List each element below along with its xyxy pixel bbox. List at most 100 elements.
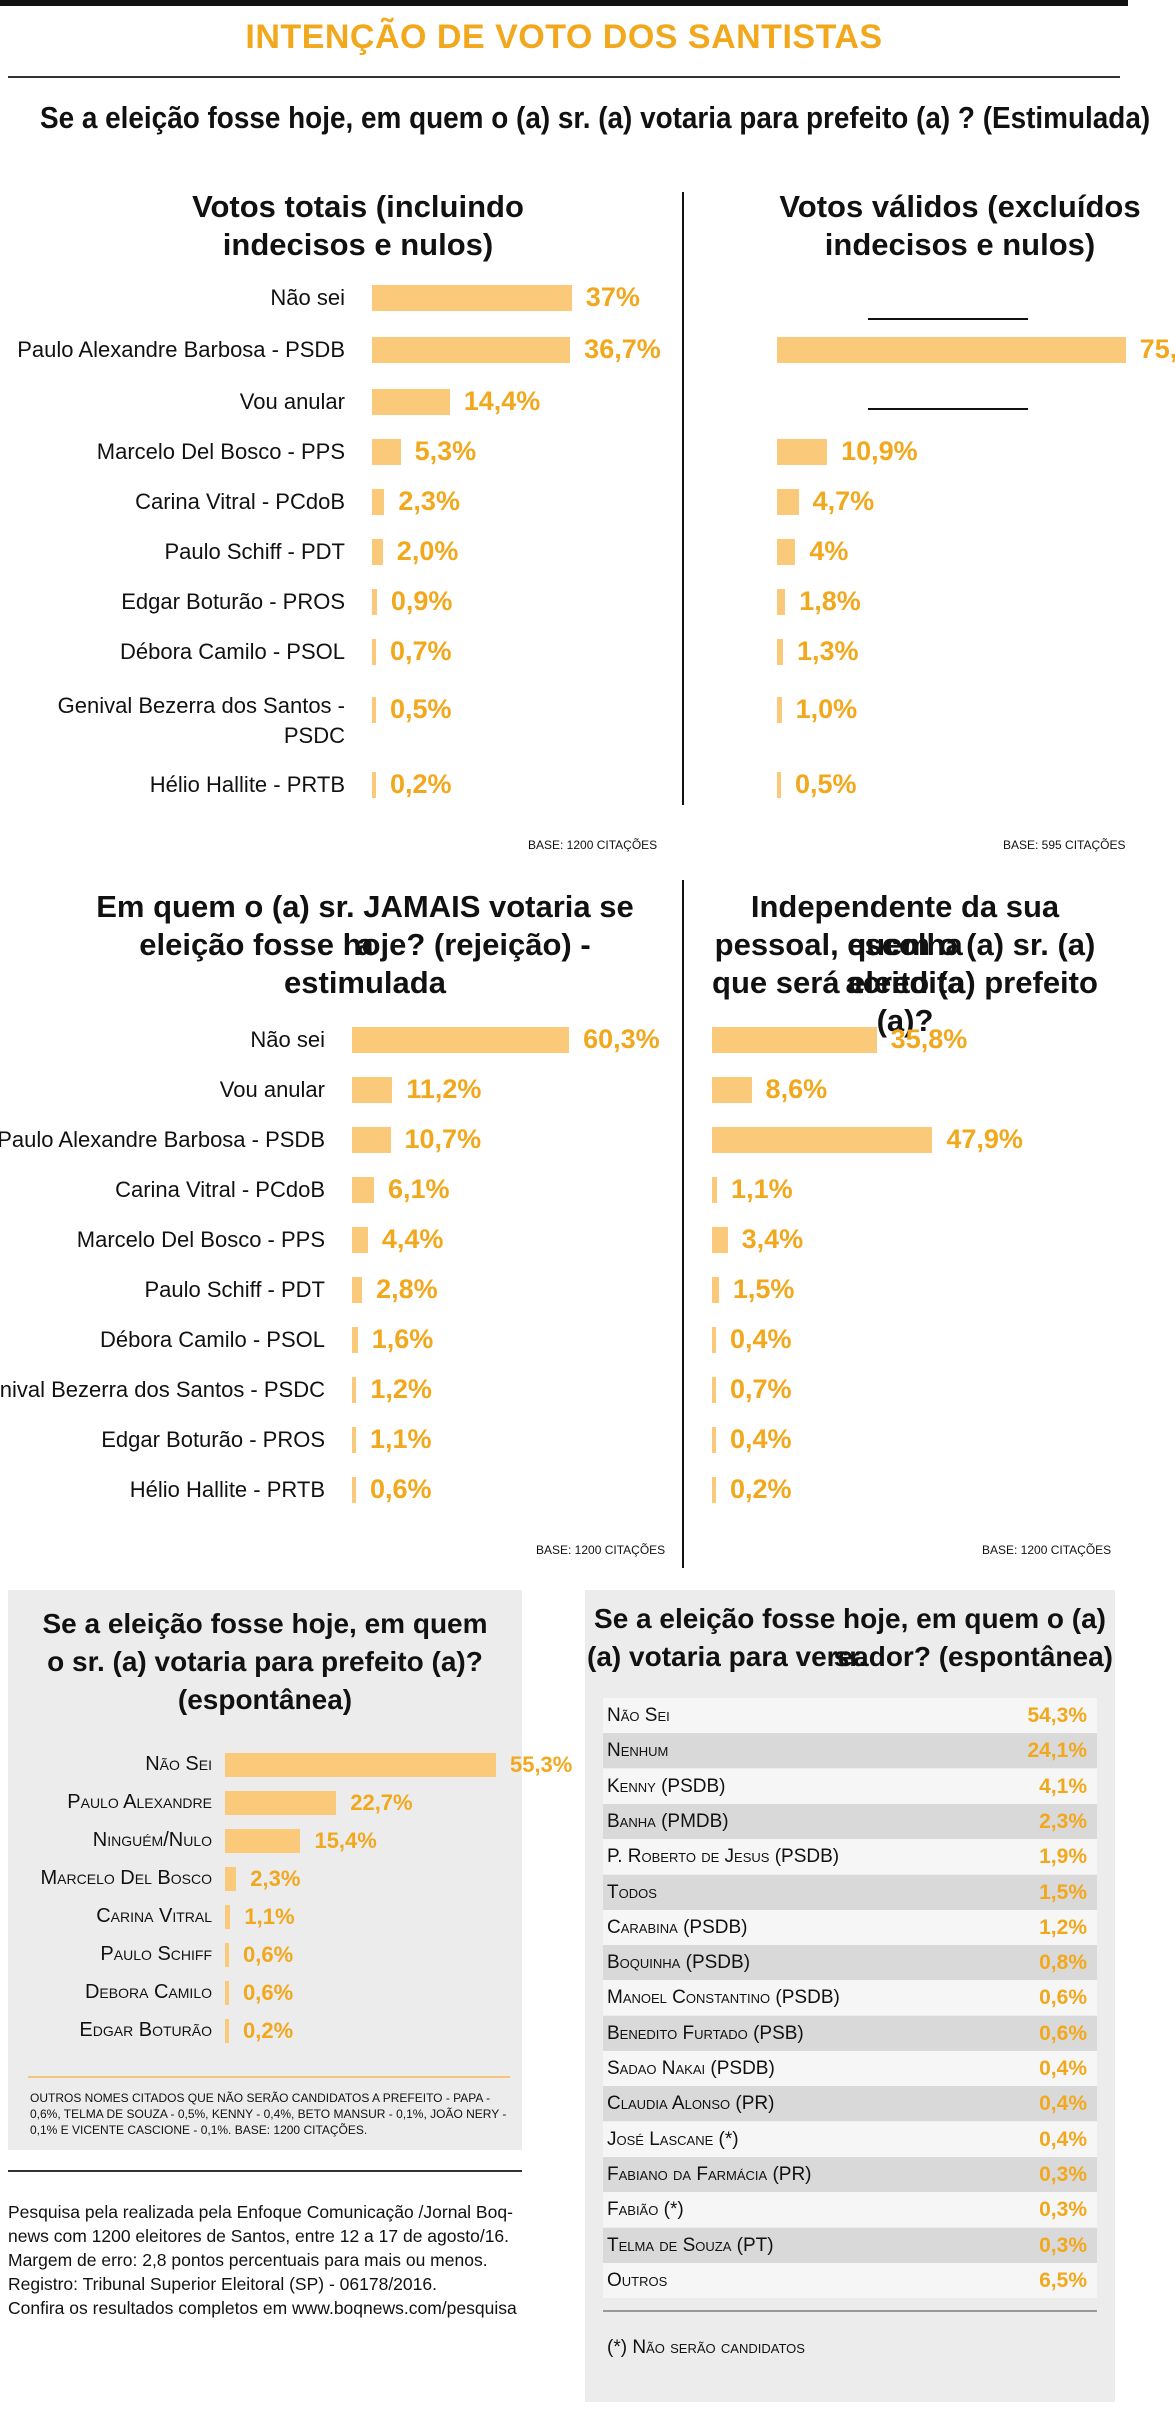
- title-rule: [8, 76, 1120, 78]
- data-label: 60,3%: [583, 1024, 660, 1054]
- chart-title: indecisos e nulos): [824, 227, 1096, 262]
- category-label: Edgar Boturão - PROS: [101, 1427, 325, 1452]
- category-label: Paulo Alexandre Barbosa - PSDB: [17, 337, 345, 362]
- data-label: 1,2%: [370, 1374, 432, 1404]
- category-label: Edgar Boturão - PROS: [121, 589, 345, 614]
- data-label: 0,2%: [390, 769, 452, 799]
- table-row-name: Não Sei: [607, 1705, 670, 1726]
- data-label: 36,7%: [584, 334, 661, 364]
- table-row-name: Kenny (PSDB): [607, 1775, 726, 1797]
- data-label: 3,4%: [741, 1224, 804, 1254]
- data-label: 1,0%: [795, 694, 858, 724]
- data-label: 75,8%: [1139, 334, 1175, 364]
- table-row-value: 24,1%: [1027, 1739, 1087, 1763]
- data-label: 11,2%: [406, 1074, 482, 1104]
- data-label: 0,2%: [730, 1474, 792, 1504]
- bar: [352, 1427, 356, 1453]
- category-label: PSDC: [283, 723, 345, 748]
- category-label: Paulo Schiff - PDT: [144, 1277, 325, 1302]
- other-names-note: OUTROS NOMES CITADOS QUE NÃO SERÃO CANDI…: [30, 2091, 507, 2137]
- chart-title: (espontânea): [177, 1684, 353, 1715]
- bar: [352, 1077, 393, 1103]
- bar: [777, 539, 796, 565]
- chart-title: (a) votaria para vereador? (espontânea): [587, 1641, 1113, 1672]
- data-label: 0,4%: [730, 1324, 792, 1354]
- data-label: 14,4%: [463, 386, 541, 416]
- table-row-bg: [603, 2121, 1097, 2157]
- footer-line: news com 1200 eleitores de Santos, entre…: [8, 2226, 510, 2246]
- table-row-name: Banha (PMDB): [607, 1810, 729, 1832]
- category-label: Débora Camilo - PSOL: [120, 639, 345, 664]
- top-rule: [0, 0, 1128, 6]
- bar: [712, 1427, 716, 1453]
- data-label: 2,8%: [376, 1274, 438, 1304]
- bar: [372, 639, 376, 665]
- table-row-stripe: [603, 1803, 1097, 1839]
- table-row-bg: [603, 2192, 1097, 2228]
- category-label: Genival Bezerra dos Santos -: [57, 693, 345, 718]
- category-label: Ninguém/Nulo: [92, 1829, 212, 1851]
- table-row-value: 0,4%: [1039, 2127, 1087, 2151]
- chart-title: eleição fosse hoje? (rejeição) -: [139, 927, 591, 962]
- data-label: 4%: [809, 536, 849, 566]
- bar: [712, 1477, 716, 1503]
- bar: [777, 589, 786, 615]
- footer-line: Registro: Tribunal Superior Eleitoral (S…: [8, 2274, 437, 2294]
- footer-line: Pesquisa pela realizada pela Enfoque Com…: [8, 2202, 513, 2222]
- bar: [712, 1027, 877, 1053]
- data-label: 37%: [585, 282, 640, 312]
- table-row-value: 54,3%: [1027, 1704, 1087, 1727]
- bar: [777, 337, 1126, 363]
- table-row-name: Claudia Alonso (PR): [607, 2093, 775, 2115]
- bar: [372, 539, 383, 565]
- table-row-name: Fabiano da Farmácia (PR): [607, 2163, 812, 2185]
- data-label: 0,2%: [243, 2018, 294, 2043]
- category-label: Edgar Boturão: [79, 2019, 212, 2041]
- data-label: 0,9%: [390, 586, 453, 616]
- bar: [225, 1753, 496, 1777]
- category-label: Não sei: [250, 1027, 325, 1052]
- category-label: Marcelo Del Bosco - PPS: [96, 439, 345, 464]
- bar: [352, 1277, 363, 1303]
- bar: [372, 337, 571, 363]
- bar: [712, 1077, 752, 1103]
- data-label: 0,7%: [390, 636, 452, 666]
- data-label: 0,7%: [730, 1374, 792, 1404]
- bar: [777, 697, 782, 723]
- data-label: 4,4%: [381, 1224, 444, 1254]
- chart-title: Se a eleição fosse hoje, em quem: [42, 1608, 488, 1639]
- bar: [352, 1177, 374, 1203]
- chart-title: Independente da sua escolha: [750, 889, 1060, 962]
- bar: [372, 439, 401, 465]
- table-row-name: Benedito Furtado (PSB): [607, 2022, 804, 2044]
- bar: [372, 772, 376, 798]
- data-label: 10,9%: [841, 436, 918, 466]
- table-row-stripe: [603, 1874, 1097, 1910]
- table-row-stripe: [603, 2086, 1097, 2122]
- data-label: 0,5%: [390, 694, 452, 724]
- bar: [352, 1477, 356, 1503]
- page-title: INTENÇÃO DE VOTO DOS SANTISTAS: [245, 18, 883, 56]
- data-label: 35,8%: [890, 1024, 968, 1054]
- no-value-dash: [868, 408, 1028, 410]
- data-label: 8,6%: [765, 1074, 828, 1104]
- column-divider: [682, 880, 684, 1568]
- data-label: 1,5%: [732, 1274, 795, 1304]
- spontaneous-mayor-panel: [8, 1590, 522, 2150]
- table-row-name: Outros: [607, 2269, 668, 2291]
- table-row-bg: [603, 1980, 1097, 2016]
- category-label: Paulo Alexandre: [67, 1791, 212, 1813]
- table-row-bg: [603, 1839, 1097, 1875]
- table-row-value: 4,1%: [1039, 1774, 1087, 1798]
- bar: [225, 1981, 229, 2005]
- bar: [225, 1867, 237, 1891]
- category-label: Hélio Hallite - PRTB: [129, 1477, 325, 1502]
- category-label: Carina Vitral: [96, 1905, 212, 1927]
- category-label: Paulo Schiff - PDT: [164, 539, 345, 564]
- table-row-value: 0,6%: [1039, 1986, 1087, 2010]
- bar: [352, 1227, 368, 1253]
- bar: [712, 1327, 716, 1353]
- table-row-stripe: [603, 1945, 1097, 1981]
- table-row-bg: [603, 1698, 1097, 1733]
- data-label: 1,3%: [796, 636, 859, 666]
